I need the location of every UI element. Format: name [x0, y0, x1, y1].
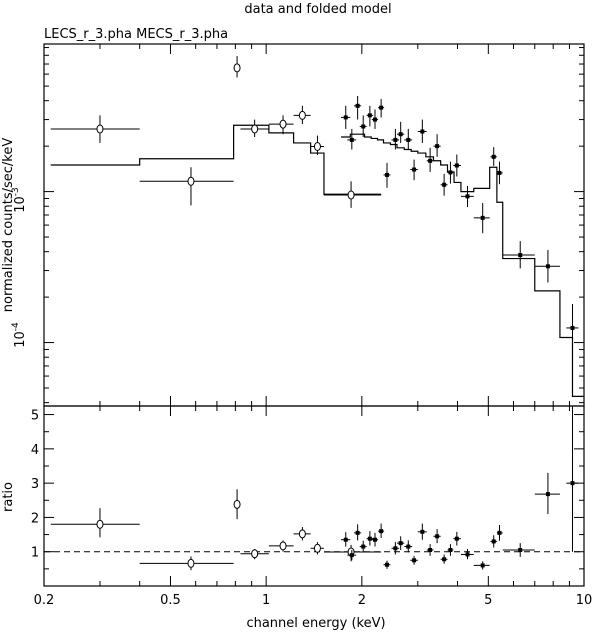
data-point-mecs — [343, 115, 348, 120]
x-tick-label-0.5: 0.5 — [160, 593, 181, 608]
bottom-y-tick-labels: 1 2 3 4 5 — [31, 409, 39, 561]
data-point-lecs — [279, 119, 287, 129]
data-point-mecs — [349, 137, 354, 142]
data-point-lecs — [187, 176, 195, 186]
bottom-panel-frame — [43, 405, 585, 587]
data-point-mecs — [398, 541, 403, 546]
data-point-mecs — [435, 144, 440, 149]
x-tick-label-2: 2 — [358, 593, 366, 608]
data-point-mecs — [361, 544, 366, 549]
data-point-mecs — [372, 537, 377, 542]
data-point-mecs — [355, 103, 360, 108]
svg-text:10-3: 10-3 — [11, 187, 28, 213]
data-point-mecs — [367, 536, 372, 541]
data-point-mecs — [518, 253, 523, 258]
ratio-tick-label-1: 1 — [31, 546, 39, 561]
bottom-panel-points — [50, 406, 579, 571]
data-point-lecs — [233, 63, 241, 73]
data-point-mecs — [428, 548, 433, 552]
data-point-mecs — [518, 548, 523, 552]
data-point-mecs — [454, 163, 459, 168]
data-point-mecs — [393, 137, 398, 142]
data-point-lecs — [251, 124, 259, 134]
data-point-mecs — [393, 546, 398, 551]
data-point-mecs — [570, 481, 575, 486]
data-point-mecs — [420, 129, 425, 134]
data-point-mecs — [412, 167, 417, 172]
data-point-mecs — [454, 536, 459, 541]
top-panel: 10-3 10-4 normalized counts/sec/keV — [1, 43, 585, 407]
data-point-mecs — [480, 215, 485, 220]
model-step-line — [341, 133, 584, 397]
ratio-tick-label-4: 4 — [31, 443, 39, 458]
ratio-tick-label-2: 2 — [31, 511, 39, 526]
data-point-mecs — [406, 544, 411, 549]
data-point-mecs — [343, 537, 348, 542]
data-point-mecs — [448, 548, 453, 552]
data-point-mecs — [465, 194, 470, 199]
x-tick-label-10: 10 — [576, 593, 593, 608]
data-point-mecs — [355, 530, 360, 535]
model-step-line — [50, 124, 382, 195]
top-y-tick-label-1e-3: 10-3 — [11, 187, 28, 213]
data-point-mecs — [491, 539, 496, 544]
data-point-mecs — [497, 530, 502, 535]
top-panel-ticks — [43, 44, 585, 406]
data-point-mecs — [497, 170, 502, 175]
ratio-tick-label-3: 3 — [31, 477, 39, 492]
data-point-lecs — [298, 529, 306, 539]
data-point-mecs — [491, 154, 496, 159]
bottom-y-axis-label: ratio — [1, 482, 16, 512]
data-point-lecs — [313, 141, 321, 151]
x-tick-label-1: 1 — [262, 593, 270, 608]
data-point-mecs — [545, 264, 550, 269]
x-tick-label-0.2: 0.2 — [34, 593, 55, 608]
data-point-lecs — [313, 543, 321, 553]
data-point-mecs — [367, 113, 372, 118]
top-y-tick-label-1e-4: 10-4 — [11, 322, 28, 348]
svg-text:10-4: 10-4 — [11, 322, 28, 348]
x-tick-label-5: 5 — [484, 593, 492, 608]
x-axis-label: channel energy (keV) — [246, 616, 385, 631]
bottom-panel: 1 2 3 4 5 0.2 0.5 1 2 5 10 ratio channel… — [1, 405, 593, 631]
ratio-tick-label-5: 5 — [31, 409, 39, 424]
data-point-mecs — [379, 105, 384, 110]
data-point-mecs — [385, 562, 390, 567]
data-point-mecs — [480, 563, 485, 568]
data-point-mecs — [420, 529, 425, 534]
data-point-mecs — [412, 558, 417, 563]
data-point-mecs — [398, 132, 403, 137]
data-point-lecs — [279, 541, 287, 551]
data-point-lecs — [96, 519, 104, 529]
data-point-mecs — [570, 325, 575, 330]
data-point-mecs — [349, 553, 354, 558]
data-point-mecs — [379, 529, 384, 534]
data-point-mecs — [465, 552, 470, 557]
data-point-lecs — [251, 549, 259, 559]
data-point-mecs — [545, 492, 550, 497]
data-point-mecs — [372, 117, 377, 122]
file-label: LECS_r_3.pha MECS_r_3.pha — [44, 27, 228, 42]
data-point-mecs — [435, 534, 440, 539]
top-y-axis-label: normalized counts/sec/keV — [1, 138, 16, 313]
top-panel-points — [50, 56, 579, 361]
bottom-x-tick-labels: 0.2 0.5 1 2 5 10 — [34, 593, 593, 608]
figure-title: data and folded model — [244, 2, 391, 17]
data-point-lecs — [233, 499, 241, 509]
data-point-mecs — [361, 124, 366, 129]
data-point-lecs — [347, 190, 355, 200]
data-point-lecs — [298, 110, 306, 120]
bottom-panel-ticks — [43, 406, 585, 586]
data-point-mecs — [406, 137, 411, 142]
data-point-mecs — [448, 170, 453, 175]
data-point-mecs — [385, 172, 390, 177]
data-point-mecs — [442, 557, 447, 562]
data-point-lecs — [96, 124, 104, 134]
data-point-mecs — [428, 158, 433, 163]
data-point-lecs — [187, 558, 195, 568]
data-point-mecs — [442, 182, 447, 187]
top-panel-models — [50, 124, 584, 397]
